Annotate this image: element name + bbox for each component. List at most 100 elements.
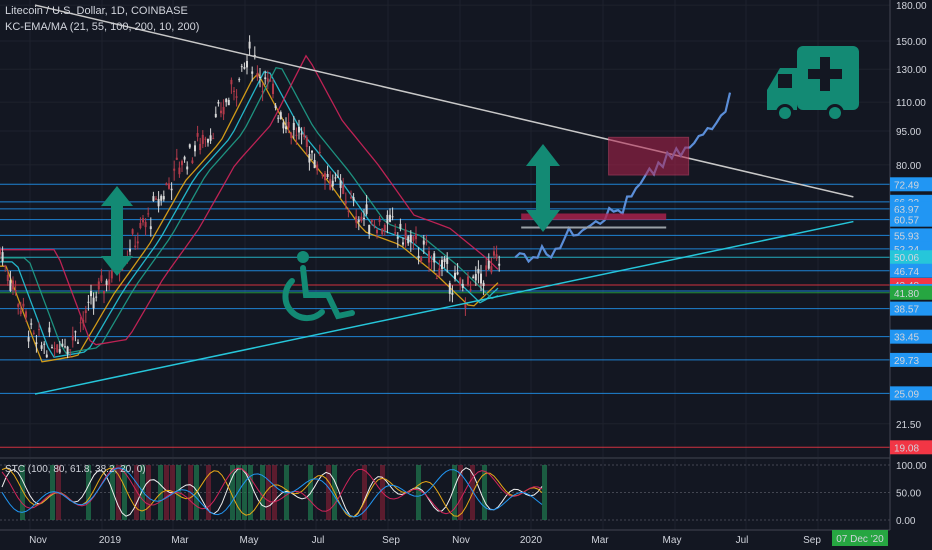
candle-body — [433, 253, 436, 263]
oscillator-bar — [116, 465, 121, 520]
candle-body — [303, 134, 306, 137]
candle-body — [214, 113, 217, 118]
candle-body — [295, 134, 298, 136]
time-axis-label: 2019 — [99, 535, 122, 546]
candle-body — [272, 83, 274, 95]
candle-body — [357, 220, 360, 222]
candle-body — [238, 79, 241, 81]
time-axis-label: 2020 — [520, 535, 543, 546]
oscillator-axis[interactable]: 100.00 50.00 0.00 — [896, 461, 927, 527]
time-axis[interactable]: Nov 2019 Mar May Jul Sep Nov 2020 Mar May Jul Sep — [29, 535, 821, 546]
candle-body — [38, 329, 40, 331]
oscillator-bar — [110, 465, 115, 520]
oscillator-bar — [236, 465, 241, 520]
candle-body — [251, 71, 254, 74]
price-levels — [0, 183, 890, 448]
candle-body — [256, 72, 259, 78]
stc-oscillator — [0, 464, 890, 521]
price-level-badge — [890, 352, 932, 367]
candle-body — [186, 166, 189, 170]
candle-body — [259, 76, 261, 78]
oscillator-bar — [86, 465, 91, 520]
candle-body — [308, 153, 311, 163]
moving-average-line — [0, 66, 499, 354]
candle-body — [454, 272, 456, 280]
candle-body — [178, 167, 181, 175]
candle-body — [77, 342, 79, 344]
oscillator-bar — [20, 465, 25, 520]
oscillator-bar — [242, 465, 247, 520]
time-axis-label: Nov — [29, 535, 47, 546]
candle-body — [95, 296, 98, 298]
candle-body — [370, 219, 373, 223]
price-level-label: 63.97 — [894, 205, 919, 216]
trendlines[interactable] — [34, 4, 854, 395]
candle-body — [40, 345, 43, 349]
candle-body — [498, 263, 501, 266]
candle-body — [318, 152, 321, 154]
candle-body — [152, 196, 155, 201]
candle-body — [108, 279, 111, 285]
time-axis-label: Jul — [736, 535, 749, 546]
price-level-badge — [890, 329, 932, 344]
ambulance-icon — [767, 46, 859, 122]
indicator-label[interactable]: KC-EMA/MA (21, 55, 100, 200, 10, 200) — [5, 21, 200, 33]
candle-body — [82, 319, 85, 324]
time-axis-label: Jul — [312, 535, 325, 546]
price-axis-tick: 150.00 — [896, 37, 927, 48]
candle-body — [282, 122, 285, 129]
candle-body — [240, 66, 243, 68]
oscillator-label[interactable]: STC (100, 80, 61.8, 38.2, 20, 0) — [5, 464, 146, 475]
price-axis[interactable]: 72.4966.3263.9760.5755.9352.2450.0646.74… — [890, 1, 932, 455]
candle-body — [428, 251, 430, 263]
candle-body — [12, 280, 14, 290]
candle-body — [201, 134, 204, 144]
candle-body — [162, 196, 165, 200]
candle-body — [329, 179, 332, 190]
moving-average-line — [0, 72, 499, 363]
price-candles — [0, 35, 501, 359]
candle-body — [316, 164, 319, 171]
candle-body — [209, 135, 212, 141]
candle-body — [45, 354, 48, 358]
symbol-title[interactable]: Litecoin / U.S. Dollar, 1D, COINBASE — [5, 5, 188, 17]
candle-body — [274, 105, 277, 108]
candle-body — [175, 157, 178, 160]
candle-body — [378, 218, 381, 223]
oscillator-bar — [206, 465, 211, 520]
candle-body — [422, 240, 425, 245]
candle-body — [373, 224, 376, 226]
price-level-label: 55.93 — [894, 231, 919, 242]
price-level-badge — [890, 201, 932, 216]
candle-body — [464, 302, 467, 308]
candle-body — [235, 96, 238, 98]
price-axis-tick: 130.00 — [896, 65, 927, 76]
candle-body — [261, 91, 264, 93]
price-level-badge — [890, 177, 932, 192]
price-level-badge — [890, 228, 932, 243]
candle-body — [79, 322, 82, 324]
oscillator-bar — [482, 465, 487, 520]
candle-body — [1, 252, 4, 262]
candle-body — [191, 160, 194, 164]
candle-body — [381, 228, 384, 235]
candle-body — [199, 143, 202, 151]
candle-body — [233, 90, 235, 92]
candle-body — [456, 272, 459, 275]
candle-body — [347, 210, 350, 212]
oscillator-bar — [146, 465, 151, 520]
candle-body — [56, 344, 59, 353]
candle-body — [243, 67, 246, 69]
price-axis-tick: 95.00 — [896, 127, 921, 138]
candle-body — [25, 311, 27, 318]
candle-body — [389, 214, 391, 222]
price-level-badge — [890, 440, 932, 455]
oscillator-tick: 100.00 — [896, 461, 927, 472]
candle-body — [144, 221, 147, 228]
time-axis-label: Nov — [452, 535, 470, 546]
candle-body — [480, 273, 482, 284]
candle-body — [220, 110, 222, 114]
candle-body — [365, 204, 368, 214]
candle-body — [71, 335, 74, 341]
